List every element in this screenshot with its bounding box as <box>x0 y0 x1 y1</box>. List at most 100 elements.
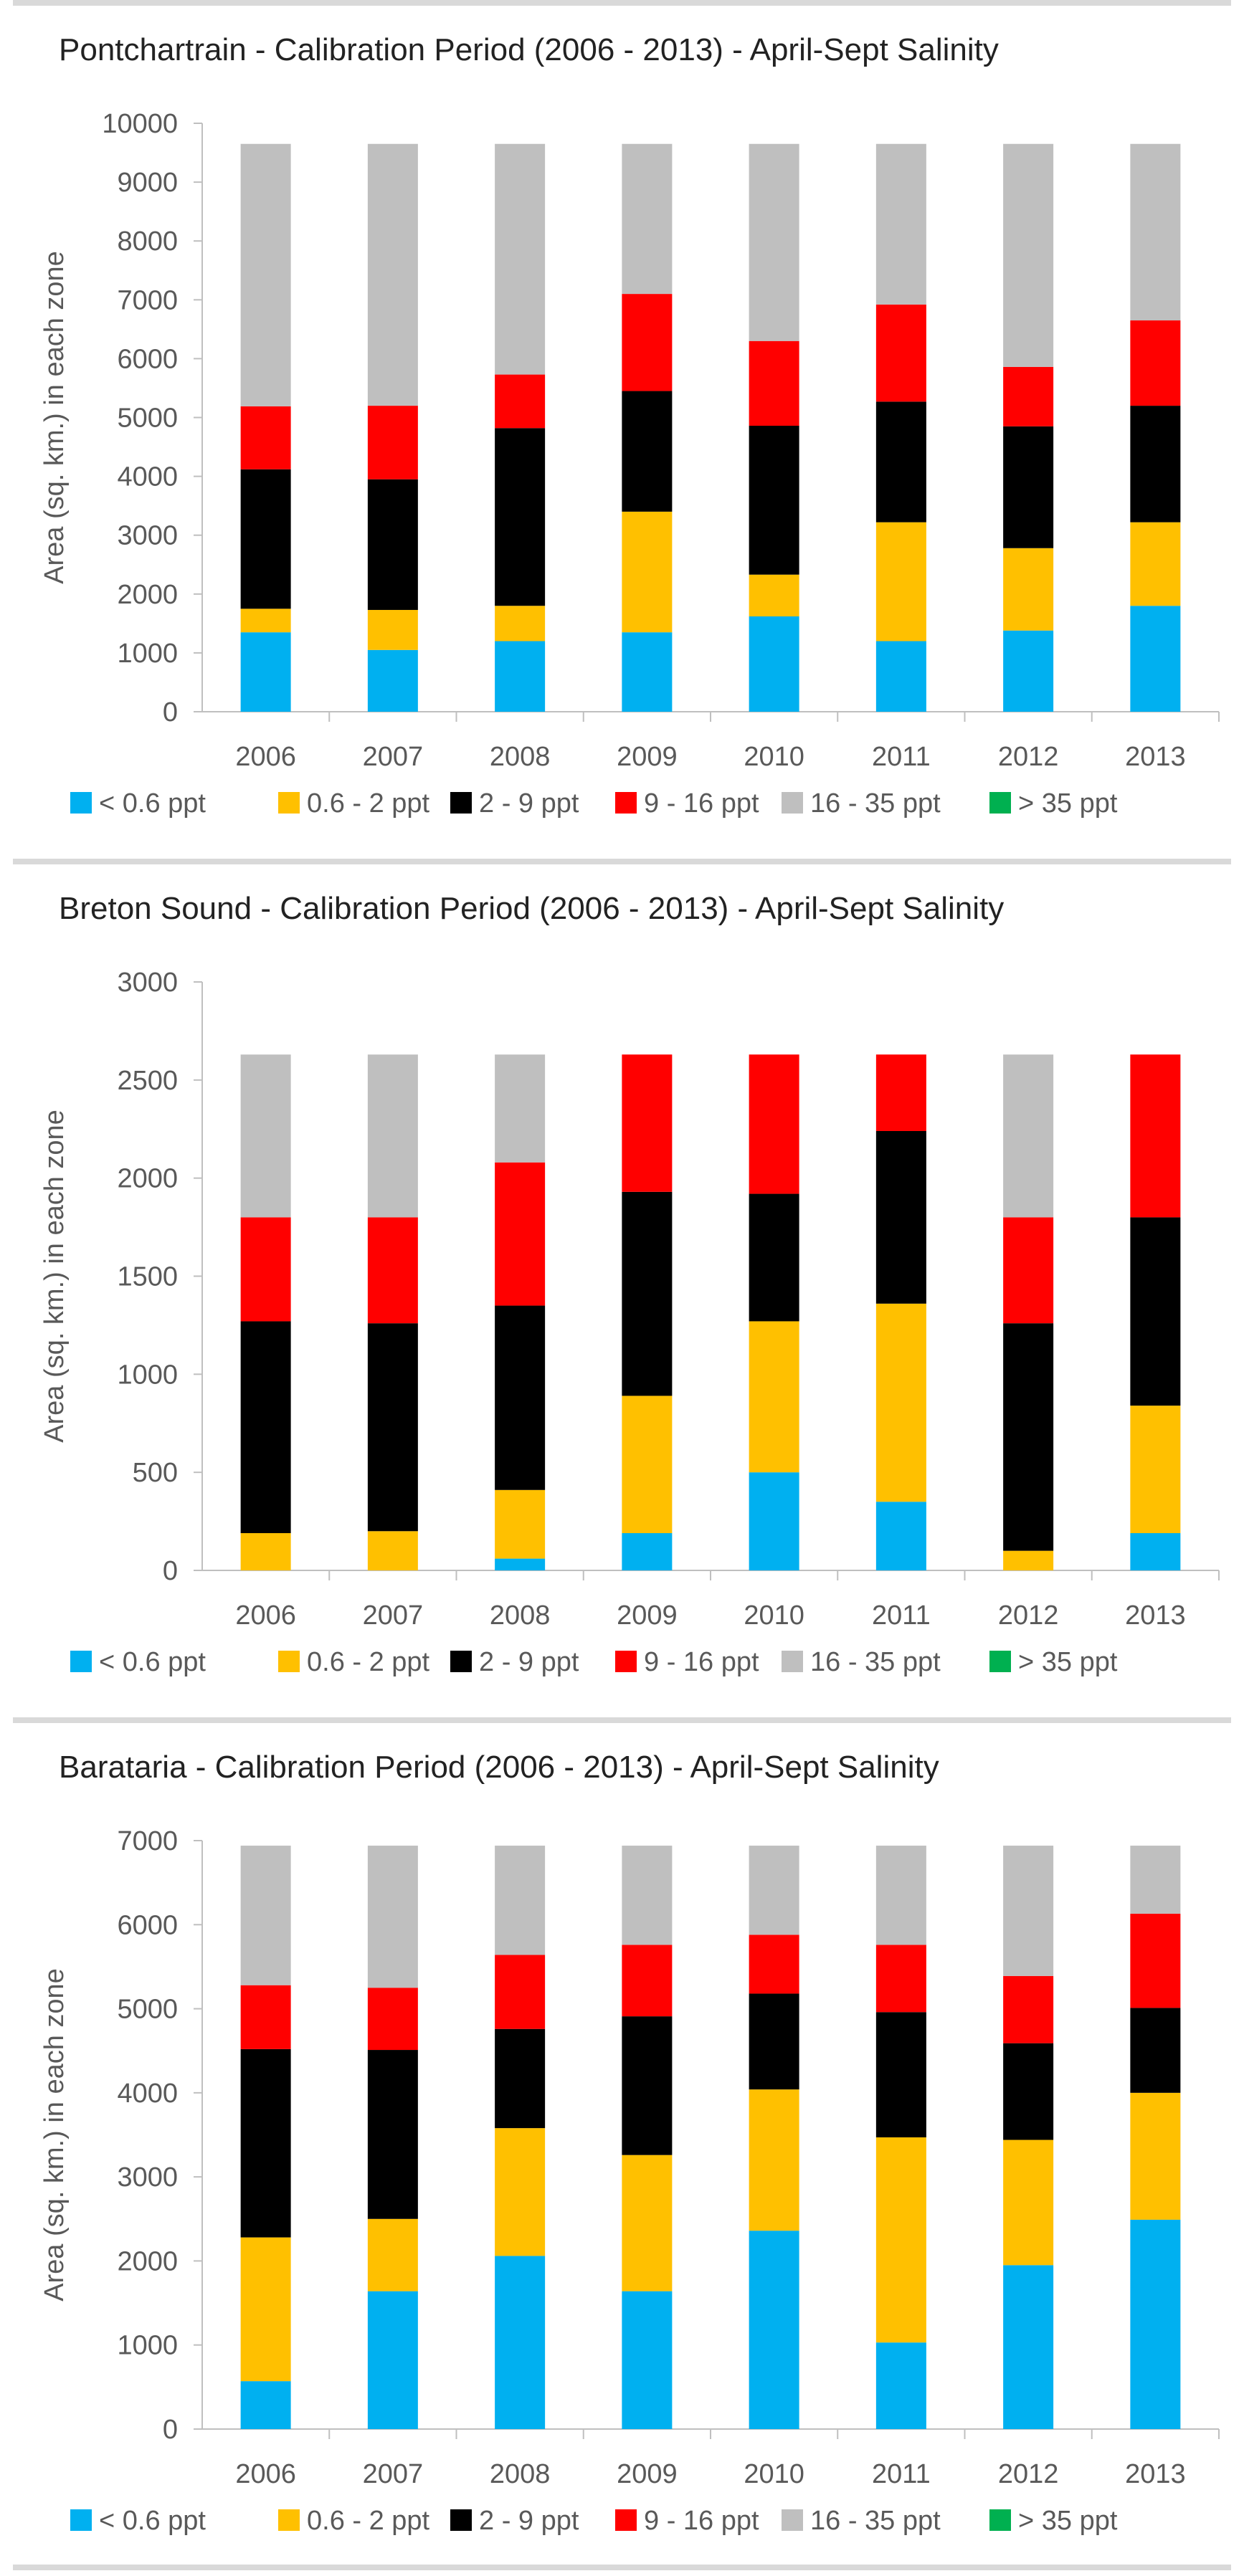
x-tick-label: 2012 <box>998 1601 1059 1631</box>
bar-segment-0-6-2-ppt-2010 <box>749 574 799 616</box>
bar-segment-16-35-ppt-2006 <box>240 1054 291 1218</box>
legend-swatch <box>70 1651 92 1672</box>
y-axis-label: Area (sq. km.) in each zone <box>39 1110 70 1443</box>
bar-segment-9-16-ppt-2006 <box>240 406 291 469</box>
legend-item: 9 - 16 ppt <box>615 788 759 819</box>
bar-segment-16-35-ppt-2011 <box>875 1846 926 1945</box>
bar-segment-2-9-ppt-2008 <box>495 1305 546 1490</box>
bar-segment-2-9-ppt-2011 <box>875 401 926 523</box>
bar-segment-0-6-2-ppt-2012 <box>1003 2139 1054 2266</box>
bar-segment-2-9-ppt-2006 <box>240 469 291 609</box>
bar-segment-2-9-ppt-2012 <box>1003 426 1054 548</box>
bar-segment-9-16-ppt-2011 <box>875 1054 926 1131</box>
bar-segment-9-16-ppt-2009 <box>622 1945 673 2017</box>
bar-segment-9-16-ppt-2013 <box>1130 1914 1181 2008</box>
x-tick-label: 2013 <box>1125 1601 1186 1631</box>
bar-segment-0-6-ppt-2009 <box>622 632 673 712</box>
legend-swatch <box>70 792 92 814</box>
x-tick-label: 2009 <box>617 2459 678 2489</box>
legend-item: > 35 ppt <box>989 2506 1118 2536</box>
y-tick-label: 2000 <box>117 580 178 610</box>
y-tick-label: 9000 <box>117 168 178 198</box>
x-tick-label: 2010 <box>744 1601 804 1631</box>
legend-item: < 0.6 ppt <box>70 1647 206 1677</box>
x-tick-label: 2013 <box>1125 742 1186 772</box>
bar-segment-16-35-ppt-2012 <box>1003 1054 1054 1218</box>
legend-item: 2 - 9 ppt <box>450 2506 579 2536</box>
bar-segment-0-6-2-ppt-2009 <box>622 2155 673 2291</box>
chart-separator <box>13 859 1231 864</box>
bar-segment-2-9-ppt-2009 <box>622 1191 673 1396</box>
bar-segment-9-16-ppt-2007 <box>367 406 418 480</box>
x-tick-label: 2009 <box>617 1601 678 1631</box>
bar-segment-0-6-ppt-2006 <box>240 2381 291 2429</box>
bar-segment-9-16-ppt-2010 <box>749 340 799 426</box>
bar-segment-9-16-ppt-2011 <box>875 1945 926 2013</box>
y-tick-label: 0 <box>163 1556 178 1586</box>
bar-segment-9-16-ppt-2012 <box>1003 366 1054 426</box>
bar-segment-16-35-ppt-2006 <box>240 143 291 406</box>
legend-item: < 0.6 ppt <box>70 2506 206 2536</box>
y-tick-label: 0 <box>163 697 178 728</box>
legend-swatch <box>782 1651 803 1672</box>
legend-label: 0.6 - 2 ppt <box>307 1647 430 1677</box>
bar-segment-0-6-ppt-2011 <box>875 641 926 712</box>
x-tick-label: 2008 <box>490 1601 551 1631</box>
bar-segment-9-16-ppt-2006 <box>240 1217 291 1322</box>
y-tick-label: 4000 <box>117 2079 178 2109</box>
chart-panel-breton-sound: Breton Sound - Calibration Period (2006 … <box>0 864 1244 1717</box>
bar-segment-0-6-2-ppt-2007 <box>367 1531 418 1570</box>
bar-segment-2-9-ppt-2010 <box>749 1193 799 1322</box>
bar-segment-0-6-2-ppt-2008 <box>495 1489 546 1559</box>
bar-segment-0-6-ppt-2006 <box>240 632 291 712</box>
bar-segment-9-16-ppt-2006 <box>240 1985 291 2049</box>
legend-swatch <box>615 1651 637 1672</box>
legend-label: 16 - 35 ppt <box>810 1647 941 1677</box>
legend-item: 16 - 35 ppt <box>782 788 941 819</box>
bar-segment-2-9-ppt-2007 <box>367 479 418 610</box>
y-tick-label: 5000 <box>117 404 178 434</box>
legend-item: 9 - 16 ppt <box>615 2506 759 2536</box>
legend-item: 0.6 - 2 ppt <box>278 2506 430 2536</box>
legend-item: > 35 ppt <box>989 788 1118 819</box>
legend-swatch <box>278 792 300 814</box>
bar-segment-0-6-ppt-2009 <box>622 1533 673 1570</box>
bar-segment-0-6-ppt-2007 <box>367 2291 418 2429</box>
bar-segment-2-9-ppt-2012 <box>1003 1323 1054 1551</box>
bar-segment-9-16-ppt-2010 <box>749 1935 799 1994</box>
bar-segment-0-6-2-ppt-2013 <box>1130 2092 1181 2220</box>
legend-label: 0.6 - 2 ppt <box>307 788 430 819</box>
bar-segment-2-9-ppt-2013 <box>1130 2008 1181 2093</box>
bar-segment-0-6-ppt-2013 <box>1130 1533 1181 1570</box>
legend-swatch <box>450 2509 472 2531</box>
bar-segment-0-6-ppt-2012 <box>1003 2265 1054 2429</box>
chart-title: Pontchartrain - Calibration Period (2006… <box>59 32 999 67</box>
x-tick-label: 2012 <box>998 2459 1059 2489</box>
x-tick-label: 2007 <box>363 742 424 772</box>
chart-panel-barataria: Barataria - Calibration Period (2006 - 2… <box>0 1723 1244 2576</box>
bar-segment-0-6-ppt-2010 <box>749 616 799 712</box>
y-axis-label: Area (sq. km.) in each zone <box>39 251 70 584</box>
y-tick-label: 6000 <box>117 1910 178 1940</box>
legend-swatch <box>989 2509 1011 2531</box>
bar-segment-0-6-2-ppt-2009 <box>622 511 673 633</box>
bar-segment-9-16-ppt-2012 <box>1003 1975 1054 2043</box>
bar-segment-16-35-ppt-2012 <box>1003 1846 1054 1976</box>
bar-segment-2-9-ppt-2010 <box>749 425 799 575</box>
bar-segment-9-16-ppt-2007 <box>367 1217 418 1324</box>
bar-segment-2-9-ppt-2007 <box>367 2050 418 2219</box>
bar-segment-16-35-ppt-2008 <box>495 143 546 375</box>
y-tick-label: 500 <box>133 1458 178 1488</box>
y-tick-label: 7000 <box>117 285 178 315</box>
legend-swatch <box>450 1651 472 1672</box>
legend-item: 16 - 35 ppt <box>782 1647 941 1677</box>
legend-swatch <box>278 1651 300 1672</box>
bar-segment-0-6-2-ppt-2006 <box>240 1533 291 1570</box>
y-tick-label: 1000 <box>117 2331 178 2361</box>
x-tick-label: 2011 <box>872 2459 931 2489</box>
bar-segment-0-6-2-ppt-2012 <box>1003 548 1054 631</box>
legend-label: 9 - 16 ppt <box>644 788 759 819</box>
top-border <box>13 0 1231 6</box>
bar-segment-16-35-ppt-2013 <box>1130 1846 1181 1914</box>
x-tick-label: 2012 <box>998 742 1059 772</box>
